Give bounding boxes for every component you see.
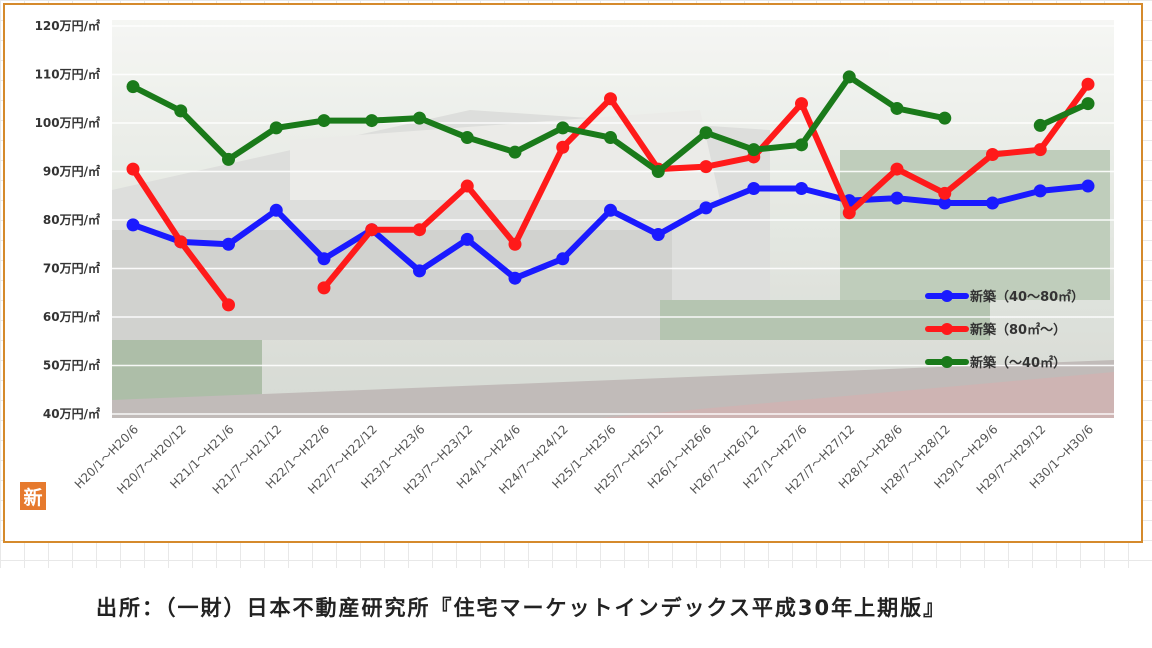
data-point: [556, 252, 570, 266]
data-point: [317, 114, 331, 128]
legend: 新築（40～80㎡） 新築（80㎡～） 新築（～40㎡）: [925, 289, 1084, 371]
data-point: [413, 264, 426, 278]
series-lines: [126, 70, 1095, 312]
data-point: [556, 121, 570, 135]
data-point: [126, 80, 140, 94]
data-point: [508, 237, 522, 251]
new-construction-badge: 新: [20, 482, 46, 510]
data-point: [1033, 118, 1047, 132]
data-point: [222, 152, 235, 166]
data-point: [938, 111, 952, 125]
data-point: [365, 114, 379, 128]
data-point: [317, 252, 331, 266]
data-point: [508, 145, 522, 159]
data-point: [508, 271, 522, 285]
y-tick-label: 90万円/㎡: [43, 164, 100, 179]
data-point: [747, 181, 761, 195]
y-tick-label: 50万円/㎡: [43, 358, 100, 373]
data-point: [1081, 179, 1095, 193]
data-point: [651, 165, 665, 178]
data-point: [1033, 143, 1047, 157]
data-point: [986, 196, 999, 210]
y-axis: 40万円/㎡ 50万円/㎡ 60万円/㎡ 70万円/㎡ 80万円/㎡ 90万円/㎡ 100万…: [35, 18, 100, 421]
data-point: [651, 228, 665, 242]
data-point: [986, 148, 999, 162]
data-point: [699, 201, 713, 215]
data-point: [795, 181, 808, 195]
data-point: [890, 162, 904, 176]
data-point: [604, 92, 617, 106]
data-point: [890, 191, 904, 205]
data-point: [890, 101, 904, 115]
series-1: [126, 179, 1095, 285]
data-point: [460, 131, 474, 145]
data-point: [699, 160, 713, 174]
series-3: [126, 70, 1095, 178]
data-point: [842, 206, 856, 220]
source-citation: 出所：（一財）日本不動産研究所『住宅マーケットインデックス平成30年上期版』: [96, 596, 947, 620]
footer-area: [0, 568, 1152, 648]
data-point: [604, 131, 617, 145]
series-2: [126, 77, 1095, 312]
data-point: [460, 232, 474, 246]
data-point: [317, 281, 331, 295]
y-tick-label: 100万円/㎡: [35, 115, 100, 130]
x-axis: H20/1～H20/6H20/7～H20/12H21/1～H21/6H21/7～…: [72, 422, 1096, 497]
legend-marker: [941, 290, 953, 302]
data-point: [365, 223, 379, 237]
legend-marker: [941, 323, 953, 335]
data-point: [556, 140, 570, 154]
series-line: [130, 73, 948, 175]
data-point: [1033, 184, 1047, 198]
data-point: [1081, 97, 1095, 111]
y-tick-label: 110万円/㎡: [35, 67, 100, 82]
data-point: [938, 196, 952, 210]
data-point: [269, 121, 283, 135]
series-line: [1037, 100, 1091, 129]
data-point: [174, 235, 188, 249]
data-point: [174, 104, 188, 118]
data-point: [795, 138, 808, 152]
data-point: [1081, 77, 1095, 91]
data-point: [842, 70, 856, 84]
data-point: [222, 237, 235, 251]
data-point: [699, 126, 713, 140]
data-point: [938, 186, 952, 200]
y-tick-label: 70万円/㎡: [43, 261, 100, 276]
legend-label: 新築（80㎡～）: [970, 322, 1066, 338]
y-tick-label: 120万円/㎡: [35, 18, 100, 33]
data-point: [222, 298, 235, 312]
data-point: [747, 143, 761, 157]
data-point: [460, 179, 474, 193]
data-point: [269, 203, 283, 217]
data-point: [126, 218, 140, 232]
data-point: [604, 203, 617, 217]
y-gridlines: [112, 25, 1114, 415]
data-point: [413, 111, 426, 125]
legend-marker: [941, 356, 953, 368]
data-point: [795, 97, 808, 111]
data-point: [126, 162, 140, 176]
y-tick-label: 80万円/㎡: [43, 212, 100, 227]
data-point: [413, 223, 426, 237]
y-tick-label: 60万円/㎡: [43, 309, 100, 324]
legend-label: 新築（40～80㎡）: [970, 289, 1084, 305]
legend-label: 新築（～40㎡）: [970, 355, 1066, 371]
y-tick-label: 40万円/㎡: [43, 406, 100, 421]
